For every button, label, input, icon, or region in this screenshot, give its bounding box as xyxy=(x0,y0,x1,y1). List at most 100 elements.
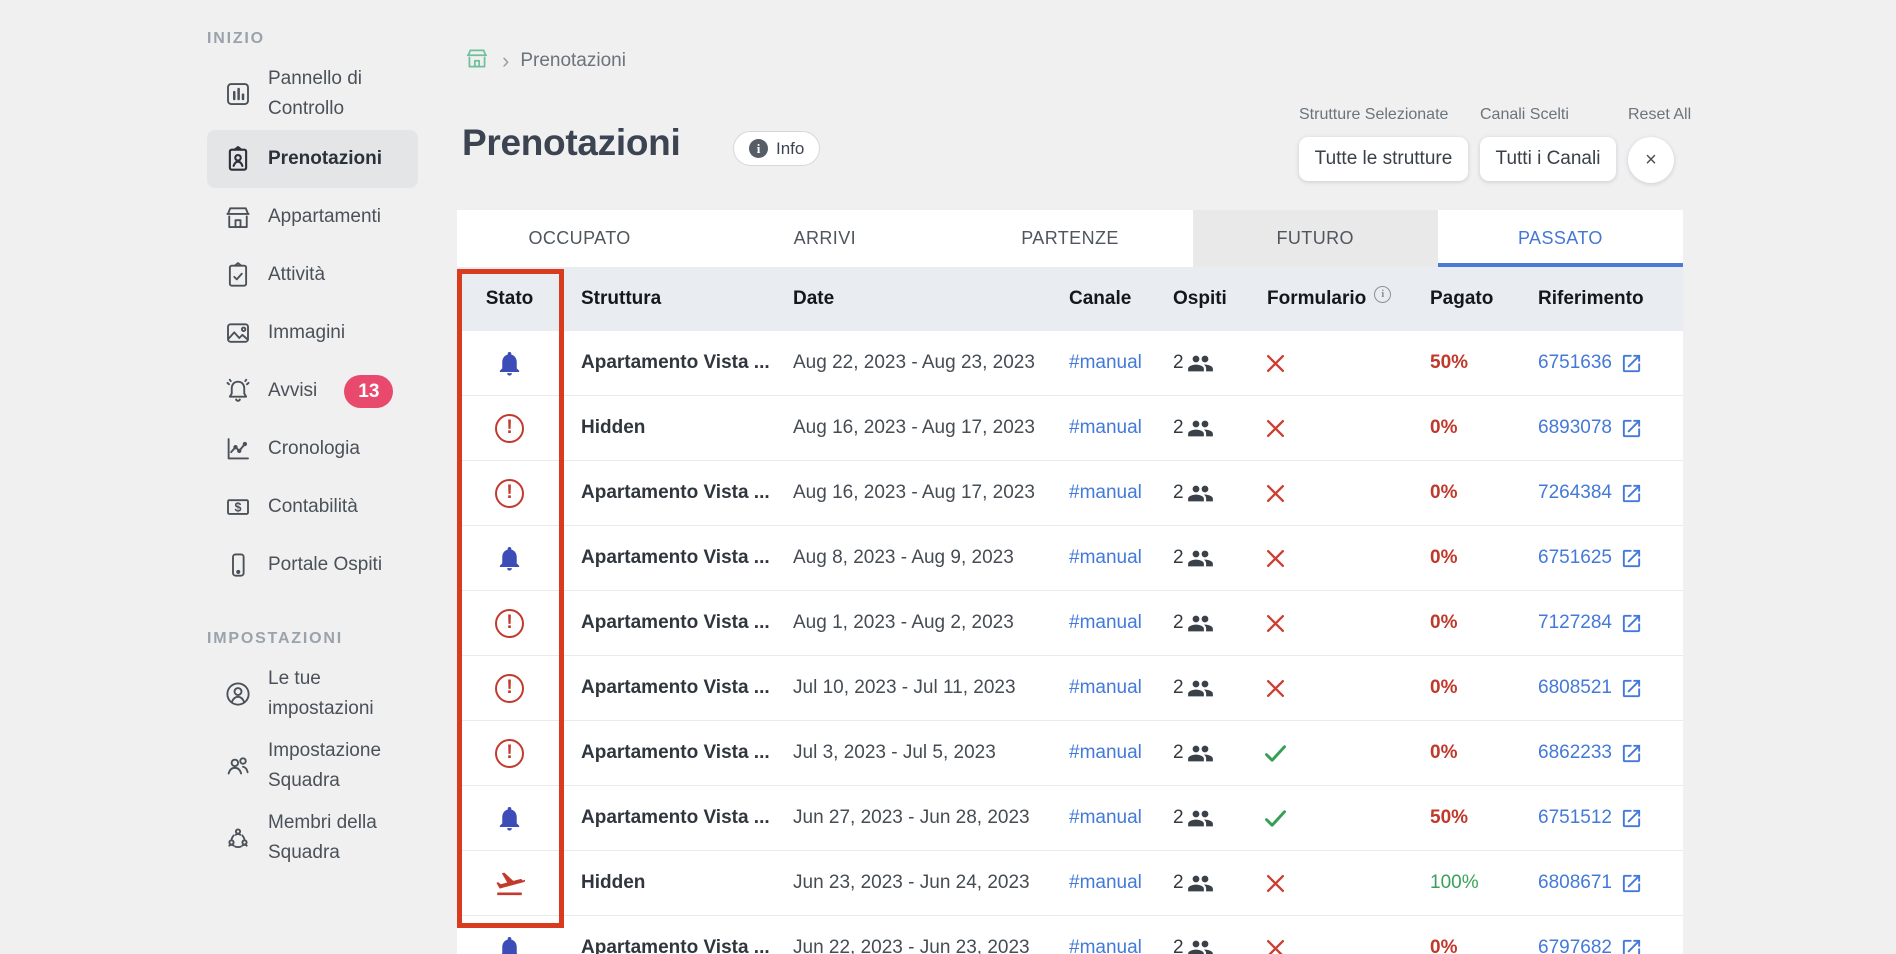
structures-filter-button[interactable]: Tutte le strutture xyxy=(1299,137,1468,181)
guests-icon xyxy=(1187,680,1213,696)
tab-arrivi[interactable]: ARRIVI xyxy=(702,210,948,267)
sidebar-item-label: Immagini xyxy=(268,322,346,343)
table-row[interactable]: ! Apartamento Vista ... Jul 10, 2023 - J… xyxy=(457,656,1683,721)
external-link-icon xyxy=(1622,614,1641,632)
reference-link[interactable]: 6751512 xyxy=(1538,807,1683,830)
sidebar-item-accounting[interactable]: $ Contabilità xyxy=(207,478,418,536)
guest-portal-phone-icon xyxy=(223,550,253,580)
structure-name: Apartamento Vista ... xyxy=(581,547,770,568)
sidebar-item-guest-portal[interactable]: Portale Ospiti xyxy=(207,536,418,594)
reference-link[interactable]: 6893078 xyxy=(1538,417,1683,440)
tab-futuro[interactable]: FUTURO xyxy=(1192,210,1438,267)
info-button[interactable]: i Info xyxy=(733,131,821,166)
reference-number: 6808671 xyxy=(1538,872,1612,893)
reference-cell: 6797682 xyxy=(1529,937,1683,954)
sidebar-item-your-settings[interactable]: Le tue impostazioni xyxy=(207,658,418,730)
channel-link[interactable]: #manual xyxy=(1069,482,1142,503)
table-row[interactable]: ! Hidden Jun 23, 2023 - Jun 24, 2023 #ma… xyxy=(457,851,1683,916)
channel-link[interactable]: #manual xyxy=(1069,872,1142,893)
table-row[interactable]: ! Apartamento Vista ... Jul 3, 2023 - Ju… xyxy=(457,721,1683,786)
reset-filters-button[interactable]: × xyxy=(1628,137,1674,183)
paid-percentage: 0% xyxy=(1430,677,1458,698)
channel-link[interactable]: #manual xyxy=(1069,547,1142,568)
sidebar-item-images[interactable]: Immagini xyxy=(207,304,418,362)
paid-percentage: 100% xyxy=(1430,872,1479,893)
tab-partenze[interactable]: PARTENZE xyxy=(947,210,1193,267)
form-status-cell xyxy=(1248,610,1421,637)
sidebar-item-team-settings[interactable]: Impostazione Squadra xyxy=(207,730,418,802)
external-link-icon xyxy=(1622,744,1641,762)
reference-link[interactable]: 6862233 xyxy=(1538,742,1683,765)
reference-link[interactable]: 6751636 xyxy=(1538,352,1683,375)
check-icon xyxy=(1265,744,1286,762)
column-header-struttura: Struttura xyxy=(581,288,662,309)
reference-link[interactable]: 6808521 xyxy=(1538,677,1683,700)
reference-cell: 6808671 xyxy=(1529,872,1683,895)
reset-all-label: Reset All xyxy=(1628,106,1692,123)
sidebar-item-tasks[interactable]: Attività xyxy=(207,246,418,304)
channel-cell: #manual xyxy=(1050,417,1154,439)
channels-filter-button[interactable]: Tutti i Canali xyxy=(1480,137,1616,181)
status-cell: ! xyxy=(457,413,562,443)
sidebar-item-alerts[interactable]: Avvisi 13 xyxy=(207,362,418,420)
reference-link[interactable]: 6808671 xyxy=(1538,872,1683,895)
channel-link[interactable]: #manual xyxy=(1069,937,1142,954)
channel-link[interactable]: #manual xyxy=(1069,807,1142,828)
table-row[interactable]: ! Apartamento Vista ... Jun 27, 2023 - J… xyxy=(457,786,1683,851)
booking-dates: Jun 22, 2023 - Jun 23, 2023 xyxy=(793,937,1030,954)
channel-link[interactable]: #manual xyxy=(1069,417,1142,438)
structure-name: Apartamento Vista ... xyxy=(581,352,770,373)
table-row[interactable]: ! Apartamento Vista ... Aug 1, 2023 - Au… xyxy=(457,591,1683,656)
reference-link[interactable]: 6797682 xyxy=(1538,937,1683,954)
sidebar-item-history[interactable]: Cronologia xyxy=(207,420,418,478)
x-icon xyxy=(1267,939,1284,954)
guests-icon xyxy=(1187,420,1213,436)
channel-cell: #manual xyxy=(1050,807,1154,829)
column-header-date: Date xyxy=(793,288,835,309)
reference-link[interactable]: 7264384 xyxy=(1538,482,1683,505)
sidebar-item-bookings[interactable]: Prenotazioni xyxy=(207,130,418,188)
tab-passato[interactable]: PASSATO xyxy=(1437,210,1684,267)
sidebar-section-impostazioni: IMPOSTAZIONI xyxy=(207,630,343,647)
tab-occupato[interactable]: OCCUPATO xyxy=(457,210,703,267)
formulario-info-icon[interactable]: i xyxy=(1374,285,1392,303)
status-cell: ! xyxy=(457,349,562,378)
structures-filter-group: Strutture Selezionate Tutte le strutture xyxy=(1299,106,1468,181)
alert-status-icon: ! xyxy=(495,478,524,508)
sidebar-item-dashboard[interactable]: Pannello di Controllo xyxy=(207,58,418,130)
paid-percentage: 0% xyxy=(1430,742,1458,763)
channel-cell: #manual xyxy=(1050,677,1154,699)
x-icon xyxy=(1267,614,1284,632)
guests-icon xyxy=(1187,615,1213,631)
column-header-canale: Canale xyxy=(1069,288,1132,309)
check-icon xyxy=(1265,809,1286,827)
external-link-icon xyxy=(1622,939,1641,954)
guests-cell: 2 xyxy=(1154,350,1248,377)
sidebar-section-inizio: INIZIO xyxy=(207,30,265,47)
reference-link[interactable]: 7127284 xyxy=(1538,612,1683,635)
reference-number: 6797682 xyxy=(1538,937,1612,954)
sidebar-item-label: Contabilità xyxy=(268,496,358,517)
channel-link[interactable]: #manual xyxy=(1069,677,1142,698)
form-status-cell xyxy=(1248,675,1421,702)
sidebar-item-apartments[interactable]: Appartamenti xyxy=(207,188,418,246)
images-icon xyxy=(223,318,253,348)
status-cell: ! xyxy=(457,738,562,768)
table-row[interactable]: ! Apartamento Vista ... Aug 22, 2023 - A… xyxy=(457,331,1683,396)
channel-link[interactable]: #manual xyxy=(1069,612,1142,633)
booking-dates: Aug 8, 2023 - Aug 9, 2023 xyxy=(793,547,1014,568)
reference-cell: 6751512 xyxy=(1529,807,1683,830)
table-row[interactable]: ! Apartamento Vista ... Aug 8, 2023 - Au… xyxy=(457,526,1683,591)
channel-link[interactable]: #manual xyxy=(1069,352,1142,373)
reference-link[interactable]: 6751625 xyxy=(1538,547,1683,570)
home-icon[interactable] xyxy=(463,45,491,76)
sidebar-item-team-members[interactable]: Membri della Squadra xyxy=(207,802,418,874)
channel-link[interactable]: #manual xyxy=(1069,742,1142,763)
reference-number: 6751636 xyxy=(1538,352,1612,373)
channel-cell: #manual xyxy=(1050,937,1154,954)
table-row[interactable]: ! Hidden Aug 16, 2023 - Aug 17, 2023 #ma… xyxy=(457,396,1683,461)
alerts-bell-icon xyxy=(223,376,253,406)
booking-dates: Aug 1, 2023 - Aug 2, 2023 xyxy=(793,612,1014,633)
table-row[interactable]: ! Apartamento Vista ... Aug 16, 2023 - A… xyxy=(457,461,1683,526)
table-row[interactable]: ! Apartamento Vista ... Jun 22, 2023 - J… xyxy=(457,916,1683,954)
